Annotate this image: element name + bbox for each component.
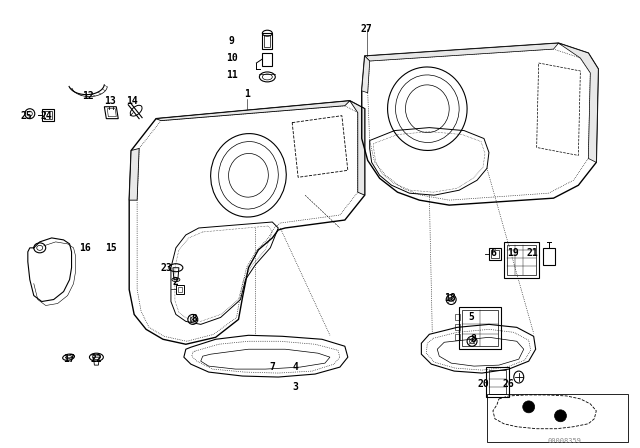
Polygon shape	[350, 101, 365, 195]
Text: 4: 4	[292, 362, 298, 372]
Text: 27: 27	[361, 24, 372, 34]
Text: 20: 20	[477, 379, 489, 389]
Text: 8: 8	[192, 314, 198, 324]
Text: 26: 26	[503, 379, 515, 389]
Text: 19: 19	[507, 248, 518, 258]
Text: 11: 11	[226, 70, 237, 80]
Text: 22: 22	[90, 354, 102, 364]
Text: 21: 21	[527, 248, 538, 258]
Polygon shape	[129, 148, 139, 200]
Text: 24: 24	[41, 111, 52, 121]
Text: 12: 12	[83, 91, 94, 101]
Text: 00008359: 00008359	[547, 438, 582, 444]
Polygon shape	[362, 56, 370, 93]
Polygon shape	[365, 43, 559, 61]
Text: 6: 6	[490, 248, 496, 258]
Text: 16: 16	[79, 243, 92, 253]
Text: 25: 25	[21, 111, 33, 121]
Text: 8: 8	[470, 334, 476, 344]
Text: 15: 15	[106, 243, 117, 253]
Text: 23: 23	[160, 263, 172, 273]
Text: 5: 5	[468, 312, 474, 323]
Polygon shape	[559, 43, 598, 162]
Ellipse shape	[554, 410, 566, 422]
Text: 2: 2	[173, 277, 179, 287]
Text: 1: 1	[244, 89, 250, 99]
Text: 13: 13	[104, 96, 116, 106]
Text: 17: 17	[63, 354, 74, 364]
Ellipse shape	[523, 401, 534, 413]
Text: 10: 10	[226, 53, 237, 63]
Polygon shape	[156, 101, 350, 121]
Text: 18: 18	[444, 293, 456, 302]
Text: 9: 9	[228, 36, 234, 46]
Text: 7: 7	[269, 362, 275, 372]
Text: 3: 3	[292, 382, 298, 392]
Text: 14: 14	[126, 96, 138, 106]
